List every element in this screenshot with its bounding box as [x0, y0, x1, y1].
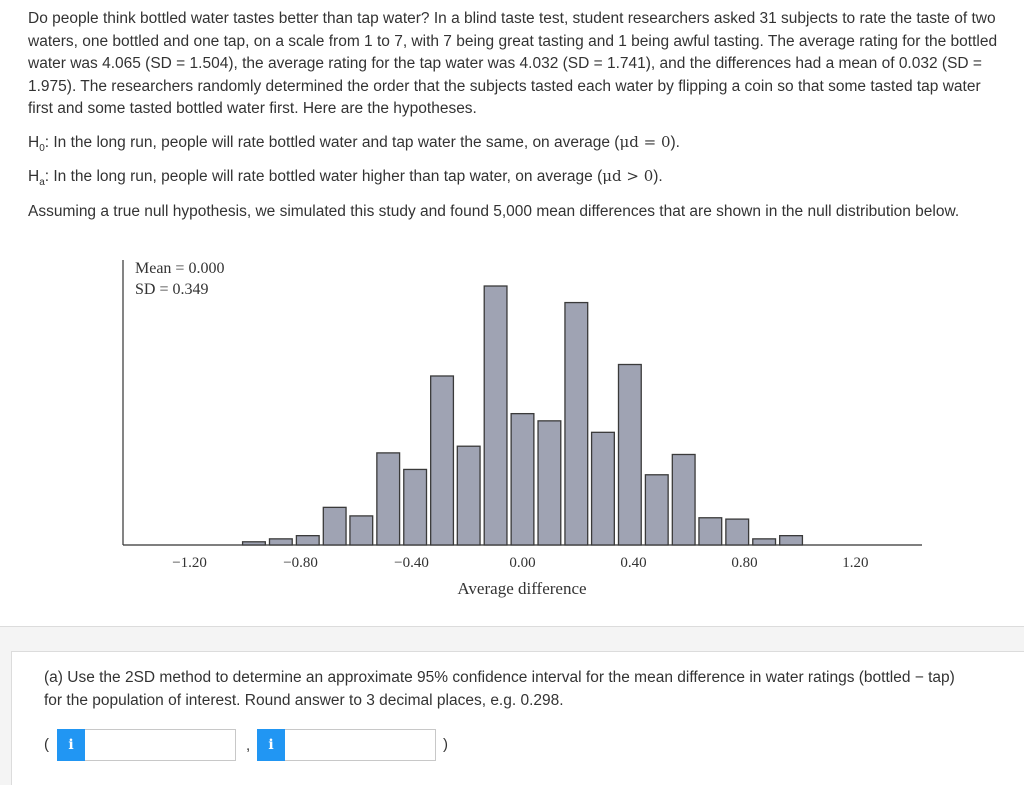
x-tick-label: 0.00	[509, 555, 535, 571]
x-tick-label: −0.40	[394, 555, 429, 571]
histogram-bar	[241, 541, 266, 546]
x-tick-label: −0.80	[283, 555, 318, 571]
histogram-bar	[456, 445, 481, 546]
null-distribution-histogram: Mean = 0.000 SD = 0.349 −1.20 −0.80 −0.40 0…	[122, 260, 922, 598]
histogram-bar	[644, 474, 669, 546]
upper-bound-input[interactable]	[285, 729, 436, 761]
histogram-bar	[779, 535, 804, 546]
histogram-bar	[698, 517, 723, 546]
histogram-bar	[268, 538, 293, 546]
x-tick-label: −1.20	[172, 555, 207, 571]
lower-bound-input[interactable]	[85, 729, 236, 761]
histogram-bar	[564, 301, 589, 546]
null-hypothesis: H0: In the long run, people will rate bo…	[28, 133, 680, 155]
histogram-bar	[590, 431, 615, 546]
question-card: Do people think bottled water tastes bet…	[0, 0, 1024, 627]
histogram-bar	[725, 518, 750, 546]
histogram-bar	[483, 285, 508, 546]
histogram-bar	[376, 452, 401, 546]
x-tick-label: 1.20	[842, 555, 868, 571]
open-paren: (	[44, 736, 49, 753]
histogram-bar	[322, 506, 347, 546]
close-paren: )	[443, 736, 448, 753]
histogram-bar	[510, 412, 535, 546]
histogram-bar	[349, 515, 374, 546]
stat-sd: SD = 0.349	[135, 281, 208, 298]
part-a-question: (a) Use the 2SD method to determine an a…	[44, 669, 955, 709]
part-a-card	[11, 651, 1024, 785]
lower-bound-info-icon[interactable]: i	[57, 729, 85, 761]
x-tick-label: 0.40	[620, 555, 646, 571]
histogram-bar	[671, 453, 696, 546]
histogram-bar	[752, 538, 777, 546]
upper-bound-info-icon[interactable]: i	[257, 729, 285, 761]
histogram-bar	[617, 363, 642, 546]
histogram-bar	[295, 535, 320, 546]
question-intro: Do people think bottled water tastes bet…	[28, 10, 998, 118]
histogram-bar	[403, 468, 428, 546]
histogram-bar	[537, 420, 562, 546]
assumption-text: Assuming a true null hypothesis, we simu…	[28, 203, 960, 220]
alternative-hypothesis: Ha: In the long run, people will rate bo…	[28, 167, 663, 189]
x-axis-label: Average difference	[457, 579, 586, 598]
comma-separator: ,	[246, 737, 251, 754]
stat-mean: Mean = 0.000	[135, 260, 224, 277]
histogram-bar	[430, 375, 455, 546]
x-tick-label: 0.80	[731, 555, 757, 571]
